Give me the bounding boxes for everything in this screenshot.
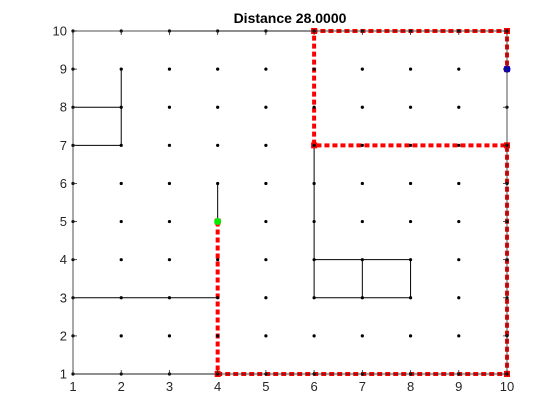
grid-node — [119, 296, 123, 300]
grid-node — [457, 258, 461, 262]
grid-node — [312, 296, 316, 300]
grid-node — [216, 181, 220, 186]
x-tick-label: 1 — [69, 379, 76, 394]
y-tick-label: 7 — [60, 138, 67, 153]
grid-node — [312, 143, 316, 147]
grid-node — [216, 105, 220, 109]
y-tick-label: 4 — [60, 252, 67, 267]
grid-node — [119, 334, 123, 338]
grid-node — [264, 296, 268, 300]
grid-node — [264, 143, 268, 147]
grid-node — [167, 67, 172, 71]
grid-node — [360, 181, 364, 186]
y-tick-label: 10 — [53, 24, 67, 39]
grid-node — [360, 143, 364, 147]
x-tick-label: 5 — [262, 379, 269, 394]
grid-node — [408, 181, 413, 186]
grid-node — [119, 181, 123, 186]
y-tick-label: 3 — [60, 290, 67, 305]
grid-node — [360, 67, 364, 71]
grid-node — [119, 105, 123, 109]
grid-node — [264, 334, 268, 338]
grid-node — [408, 334, 413, 338]
grid-node — [119, 258, 123, 262]
grid-node — [216, 296, 220, 300]
grid-node — [360, 334, 364, 338]
grid-node — [312, 181, 316, 186]
grid-node — [167, 296, 172, 300]
grid-node — [360, 105, 364, 109]
grid-node — [360, 296, 364, 300]
grid-nodes — [71, 29, 509, 376]
grid-node — [408, 258, 413, 262]
x-tick-label: 8 — [407, 379, 414, 394]
grid-node — [408, 67, 413, 71]
grid-node — [167, 181, 172, 186]
axes: 1 2 3 4 5 6 7 8 9 10 1 2 3 4 5 6 7 8 9 10 — [53, 24, 515, 395]
grid-node — [408, 105, 413, 109]
x-tick-label: 10 — [500, 379, 514, 394]
grid-node — [457, 67, 461, 71]
grid-node — [457, 143, 461, 147]
x-tick-label: 2 — [118, 379, 125, 394]
y-tick-label: 8 — [60, 100, 67, 115]
grid-node — [360, 219, 364, 224]
grid-node — [216, 67, 220, 71]
grid-node — [167, 258, 172, 262]
grid-node — [312, 334, 316, 338]
grid-node — [264, 181, 268, 186]
grid-node — [264, 219, 268, 224]
y-tick-label: 9 — [60, 62, 67, 77]
chart-title: Distance 28.0000 — [234, 10, 347, 26]
y-tick-label: 2 — [60, 328, 67, 343]
y-tick-label: 1 — [60, 367, 67, 382]
x-tick-label: 3 — [166, 379, 173, 394]
grid-node — [408, 219, 413, 224]
grid-node — [119, 219, 123, 224]
grid-node — [264, 105, 268, 109]
y-tick-label: 5 — [60, 214, 67, 229]
grid-node — [457, 181, 461, 186]
grid-node — [264, 258, 268, 262]
grid-node — [167, 105, 172, 109]
x-tick-label: 9 — [455, 379, 462, 394]
grid-node — [216, 258, 220, 262]
start-marker — [214, 218, 222, 226]
grid-node — [457, 296, 461, 300]
grid-node — [312, 105, 316, 109]
grid-node — [408, 296, 413, 300]
grid-node — [360, 258, 364, 262]
grid-node — [457, 105, 461, 109]
grid-node — [408, 143, 413, 147]
grid-node — [312, 258, 316, 262]
x-tick-label: 4 — [214, 379, 221, 394]
y-tick-label: 6 — [60, 176, 67, 191]
x-tick-label: 7 — [359, 379, 366, 394]
grid-node — [167, 143, 172, 147]
plot-area — [73, 31, 507, 374]
grid-node — [264, 67, 268, 71]
grid-node — [457, 219, 461, 224]
grid-node — [167, 334, 172, 338]
grid-node — [119, 67, 123, 71]
grid-node — [312, 67, 316, 71]
grid-node — [457, 334, 461, 338]
grid-node — [167, 219, 172, 224]
grid-node — [119, 143, 123, 147]
grid-node — [216, 143, 220, 147]
grid-node — [312, 219, 316, 224]
grid-node — [216, 334, 220, 338]
x-tick-label: 6 — [310, 379, 317, 394]
axes-box — [72, 30, 508, 375]
